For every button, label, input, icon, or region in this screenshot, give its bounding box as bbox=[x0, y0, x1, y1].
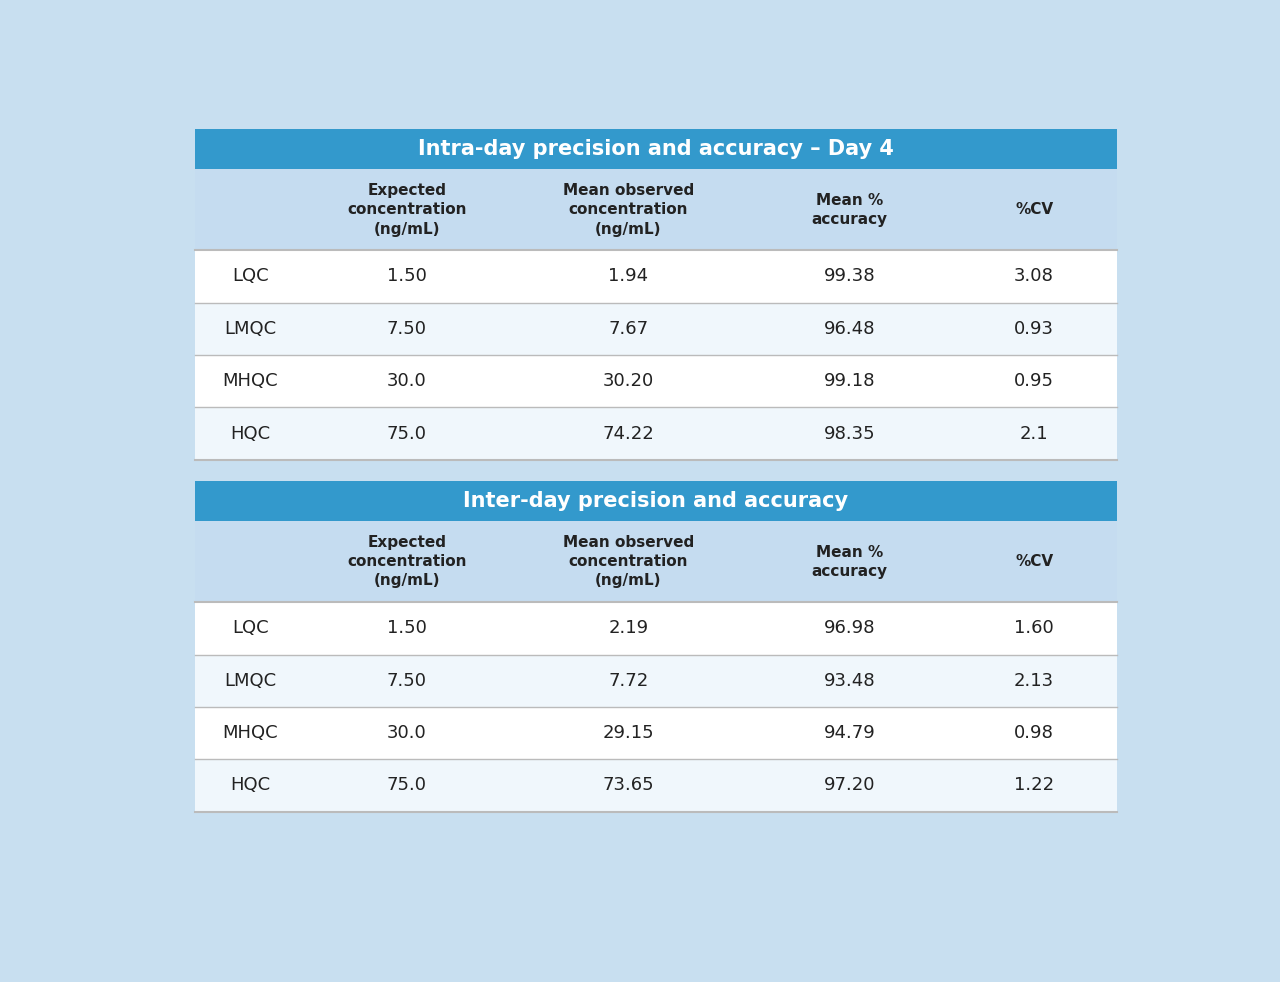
Text: Mean %
accuracy: Mean % accuracy bbox=[812, 192, 888, 227]
Text: 1.50: 1.50 bbox=[387, 620, 428, 637]
Text: 96.98: 96.98 bbox=[824, 620, 876, 637]
Text: LQC: LQC bbox=[232, 267, 269, 286]
Text: 1.94: 1.94 bbox=[608, 267, 649, 286]
Text: Inter-day precision and accuracy: Inter-day precision and accuracy bbox=[463, 491, 849, 512]
Text: HQC: HQC bbox=[230, 424, 270, 443]
Bar bbox=[195, 481, 1117, 521]
Text: 96.48: 96.48 bbox=[824, 320, 876, 338]
Text: 2.13: 2.13 bbox=[1014, 672, 1055, 689]
Text: 74.22: 74.22 bbox=[603, 424, 654, 443]
Text: 75.0: 75.0 bbox=[387, 424, 428, 443]
Text: 94.79: 94.79 bbox=[824, 724, 876, 742]
Text: 2.19: 2.19 bbox=[608, 620, 649, 637]
Text: MHQC: MHQC bbox=[223, 724, 278, 742]
Text: 2.1: 2.1 bbox=[1020, 424, 1048, 443]
Text: 99.38: 99.38 bbox=[824, 267, 876, 286]
Text: Mean observed
concentration
(ng/mL): Mean observed concentration (ng/mL) bbox=[563, 535, 694, 588]
Bar bbox=[195, 250, 1117, 302]
Bar bbox=[195, 408, 1117, 460]
Bar bbox=[195, 170, 1117, 250]
Text: %CV: %CV bbox=[1015, 554, 1053, 570]
Text: Mean observed
concentration
(ng/mL): Mean observed concentration (ng/mL) bbox=[563, 184, 694, 237]
Bar bbox=[195, 707, 1117, 759]
Bar bbox=[195, 521, 1117, 602]
Text: %CV: %CV bbox=[1015, 202, 1053, 217]
Text: 7.67: 7.67 bbox=[608, 320, 649, 338]
Text: 93.48: 93.48 bbox=[824, 672, 876, 689]
Text: LMQC: LMQC bbox=[224, 320, 276, 338]
Text: 0.93: 0.93 bbox=[1014, 320, 1055, 338]
Text: Mean %
accuracy: Mean % accuracy bbox=[812, 545, 888, 578]
Text: 30.20: 30.20 bbox=[603, 372, 654, 390]
Text: 1.22: 1.22 bbox=[1014, 777, 1055, 794]
Text: 97.20: 97.20 bbox=[824, 777, 876, 794]
Text: HQC: HQC bbox=[230, 777, 270, 794]
Text: 30.0: 30.0 bbox=[387, 724, 426, 742]
Bar bbox=[195, 759, 1117, 811]
Text: 99.18: 99.18 bbox=[824, 372, 876, 390]
Text: 3.08: 3.08 bbox=[1014, 267, 1053, 286]
Bar bbox=[195, 130, 1117, 170]
Text: 73.65: 73.65 bbox=[603, 777, 654, 794]
Text: Expected
concentration
(ng/mL): Expected concentration (ng/mL) bbox=[347, 184, 467, 237]
Text: 30.0: 30.0 bbox=[387, 372, 426, 390]
Text: 7.50: 7.50 bbox=[387, 320, 428, 338]
Text: LQC: LQC bbox=[232, 620, 269, 637]
Text: 1.50: 1.50 bbox=[387, 267, 428, 286]
Text: MHQC: MHQC bbox=[223, 372, 278, 390]
Text: 1.60: 1.60 bbox=[1014, 620, 1053, 637]
Text: Expected
concentration
(ng/mL): Expected concentration (ng/mL) bbox=[347, 535, 467, 588]
Bar bbox=[195, 602, 1117, 655]
Text: 0.98: 0.98 bbox=[1014, 724, 1053, 742]
Text: 75.0: 75.0 bbox=[387, 777, 428, 794]
Text: 7.72: 7.72 bbox=[608, 672, 649, 689]
Text: LMQC: LMQC bbox=[224, 672, 276, 689]
Text: 98.35: 98.35 bbox=[824, 424, 876, 443]
Bar bbox=[195, 355, 1117, 408]
Bar bbox=[195, 302, 1117, 355]
Bar bbox=[195, 655, 1117, 707]
Text: 29.15: 29.15 bbox=[603, 724, 654, 742]
Text: 0.95: 0.95 bbox=[1014, 372, 1055, 390]
Text: Intra-day precision and accuracy – Day 4: Intra-day precision and accuracy – Day 4 bbox=[419, 139, 893, 159]
Text: 7.50: 7.50 bbox=[387, 672, 428, 689]
